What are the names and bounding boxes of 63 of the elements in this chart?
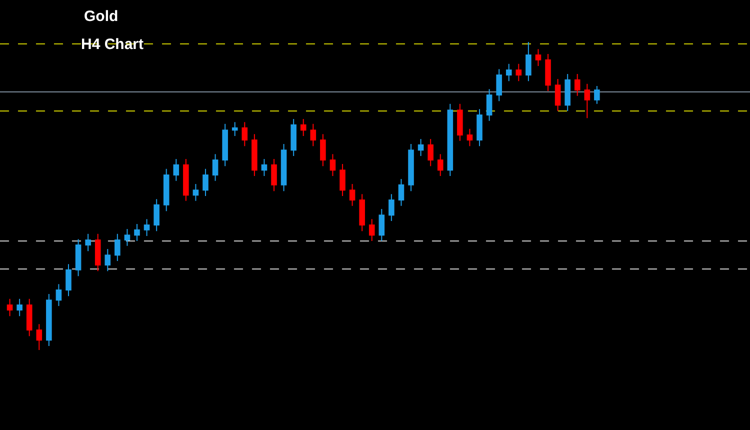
- candlestick: [183, 158, 189, 202]
- candlestick: [378, 208, 385, 242]
- candlestick: [6, 298, 13, 317]
- candlestick: [300, 118, 306, 136]
- candlestick: [447, 103, 454, 176]
- candlestick: [252, 134, 258, 176]
- candlestick: [506, 63, 512, 82]
- candlestick: [85, 233, 91, 252]
- candlestick: [66, 264, 72, 297]
- chart-subtitle: H4 Chart: [81, 36, 144, 53]
- candlestick: [496, 68, 502, 102]
- candlestick: [486, 88, 492, 122]
- candlestick: [574, 74, 580, 96]
- candlestick: [457, 103, 463, 142]
- candlestick: [26, 298, 32, 337]
- candlestick: [428, 138, 434, 167]
- candlestick: [56, 284, 62, 306]
- candlestick: [349, 183, 356, 206]
- candlestick: [222, 123, 228, 167]
- chart-title: Gold: [84, 8, 118, 25]
- candlestick: [359, 194, 365, 232]
- candlestick: [144, 218, 150, 237]
- candlestick: [437, 154, 444, 176]
- candlestick: [46, 293, 52, 346]
- candlestick: [564, 74, 570, 112]
- candlestick: [466, 128, 473, 147]
- candlestick: [476, 108, 482, 147]
- candlestick: [242, 122, 248, 147]
- candlestick: [418, 138, 424, 156]
- candlestick: [114, 233, 120, 262]
- candlestick: [154, 198, 160, 232]
- candlestick: [280, 143, 287, 192]
- candlestick: [554, 78, 561, 112]
- candlestick: [134, 224, 140, 242]
- candlestick: [526, 42, 532, 82]
- candlestick: [94, 233, 101, 272]
- candlestick: [368, 218, 375, 242]
- candlestick: [261, 158, 268, 176]
- candlestick: [202, 168, 208, 196]
- candlestick: [104, 248, 111, 272]
- candlestick: [330, 154, 336, 176]
- candlestick: [340, 163, 346, 196]
- candlestick: [173, 158, 180, 182]
- candlestick: [320, 134, 326, 167]
- candlestick: [163, 168, 170, 212]
- candlestick: [271, 158, 277, 192]
- candlestick: [535, 48, 542, 67]
- candlestick: [36, 324, 42, 350]
- candlestick: [232, 122, 238, 136]
- candlestick: [192, 183, 199, 202]
- candlestick: [398, 178, 404, 206]
- candlestick: [584, 83, 590, 119]
- candlestick: [16, 298, 22, 317]
- candlestick: [290, 118, 296, 156]
- candlestick: [310, 123, 316, 147]
- candlestick: [388, 194, 394, 222]
- candlestick: [516, 63, 522, 82]
- candlestick: [212, 154, 218, 182]
- candlestick: [545, 54, 551, 92]
- candlestick: [408, 143, 414, 192]
- candlestick: [124, 228, 130, 246]
- candlestick: [594, 86, 600, 104]
- candlestick: [75, 238, 82, 277]
